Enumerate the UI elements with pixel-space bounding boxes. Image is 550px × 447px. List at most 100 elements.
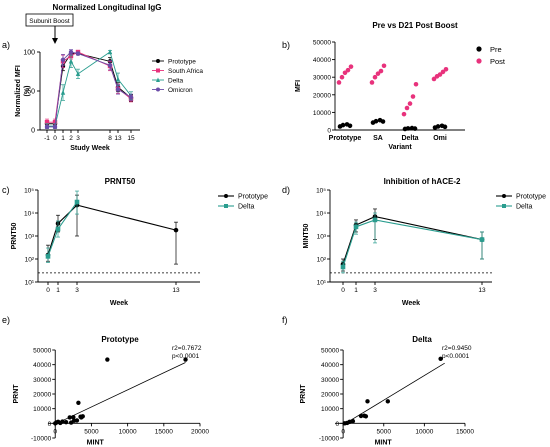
chart-b-post-point [342, 70, 348, 76]
chart-b-pre-legend-label: Pre [490, 45, 502, 54]
chart-e-xtick-label: 5000 [84, 428, 99, 435]
chart-b-ytick-label: 40000 [313, 57, 331, 64]
chart-e-stat: r2=0.7672 [172, 345, 202, 352]
chart-e-fit-line [55, 362, 186, 425]
chart-d-ytick-label: 10² [317, 257, 327, 264]
chart-a-ytick-label: 0 [31, 128, 35, 135]
chart-e-ytick-label: -10000 [31, 436, 52, 443]
chart-a-prototype-legend-label: Prototype [168, 59, 196, 66]
chart-a-omicron-line [47, 51, 132, 128]
chart-a-omicron-point [44, 124, 50, 130]
chart-c-xtick-label: 0 [46, 287, 50, 294]
chart-f-ytick-label: 20000 [321, 392, 339, 399]
chart-c-delta-line [47, 201, 78, 257]
chart-d-xtick-label: 0 [341, 287, 345, 294]
chart-b-pre-point [373, 118, 379, 124]
chart-e-xtick-label: 0 [53, 428, 57, 435]
chart-d-title: Inhibition of hACE-2 [384, 177, 461, 186]
chart-f-ytick-label: -10000 [319, 436, 340, 443]
chart-a-omicron-point [52, 124, 58, 130]
chart-e-point [105, 357, 110, 362]
chart-b-pre-legend-marker [476, 46, 482, 52]
chart-e-point [60, 419, 65, 424]
chart-b-post-point [336, 80, 342, 85]
chart-b-post-point [407, 101, 413, 106]
chart-c-prototype-legend-label: Prototype [238, 194, 268, 201]
chart-f-ytick-label: 40000 [321, 362, 339, 369]
panel-label-f: f) [282, 315, 288, 325]
chart-b-post-point [431, 76, 437, 82]
chart-d-prototype-line [342, 215, 483, 265]
chart-a-prototype-legend-marker [156, 59, 160, 63]
chart-f-xtick-label: 5000 [377, 428, 392, 435]
chart-a-delta-point [75, 71, 81, 77]
chart-a-ylabel-unit: (%) [24, 86, 31, 97]
chart-a-xtick-label: 15 [127, 135, 135, 142]
chart-a-annotation-arrowhead [52, 38, 58, 44]
chart-c-delta-legend-marker [224, 204, 228, 208]
chart-f-ytick-label: 10000 [321, 406, 339, 413]
chart-e-point [76, 400, 81, 405]
chart-b-post-point [410, 94, 416, 99]
chart-b-pre-point [380, 119, 386, 124]
chart-f-point [438, 356, 443, 361]
chart-e-title: Prototype [101, 335, 139, 344]
chart-a-south-africa-legend-marker [156, 68, 160, 73]
chart-f-xtick-label: 0 [341, 428, 345, 435]
chart-b-post-point [345, 67, 351, 73]
chart-a-annotation: Subunit Boost [29, 18, 70, 25]
chart-d-delta-point [353, 224, 359, 230]
panel-label-a: a) [2, 40, 10, 50]
chart-f-xtick-label: 10000 [415, 428, 433, 435]
chart-b-ytick-label: 20000 [313, 92, 331, 99]
chart-b-xtick-label: Prototype [329, 135, 362, 142]
chart-d-prototype-legend-marker [502, 194, 506, 198]
chart-e-xlabel: MINT [87, 439, 105, 446]
chart-f-ytick-label: 30000 [321, 377, 339, 384]
chart-c-ytick-label: 10⁴ [24, 211, 34, 218]
chart-b-post-legend-marker [476, 58, 482, 64]
chart-d-xlabel: Week [402, 300, 420, 307]
chart-e-ytick-label: 50000 [33, 348, 51, 355]
chart-c-delta-legend-label: Delta [238, 204, 254, 211]
chart-e-ytick-label: 0 [48, 421, 52, 428]
chart-c-ytick-label: 10³ [25, 234, 35, 241]
chart-b-ylabel: MFI [295, 80, 302, 92]
chart-a-xtick-label: 1 [61, 135, 65, 142]
chart-f-ytick-label: 0 [336, 421, 340, 428]
chart-b-pre-point [442, 124, 448, 130]
chart-a-delta-point [107, 49, 113, 55]
chart-a-delta-point [68, 58, 74, 64]
chart-a-omicron-point [60, 57, 66, 62]
chart-a-xtick-label: 8 [108, 135, 112, 142]
chart-c-delta-point [55, 226, 61, 232]
chart-b-pre-point [340, 122, 346, 128]
panel-label-d: d) [282, 185, 290, 195]
chart-d-delta-point [372, 217, 378, 223]
chart-a-xlabel: Study Week [70, 145, 110, 152]
chart-b-post-point [404, 105, 410, 111]
chart-a-south-africa-point [52, 120, 58, 125]
chart-a-delta-line [47, 51, 132, 127]
chart-b-pre-point [347, 123, 353, 129]
chart-b-xtick-label: SA [373, 135, 383, 142]
chart-a-omicron-point [75, 51, 81, 56]
chart-d-ylabel: MINT50 [303, 223, 310, 248]
chart-f-point [385, 399, 391, 404]
chart-b-post-point [440, 69, 446, 75]
chart-a-omicron-legend-marker [156, 87, 160, 92]
chart-c-xtick-label: 13 [172, 287, 180, 294]
chart-e-ytick-label: 30000 [33, 377, 51, 384]
chart-a-omicron-point [128, 95, 134, 100]
chart-a-omicron-point [115, 87, 121, 92]
chart-e-xtick-label: 10000 [119, 428, 137, 435]
chart-d-ytick-label: 10⁴ [316, 211, 326, 218]
chart-f-xlabel: MINT [375, 439, 393, 446]
chart-c-delta-point [74, 199, 80, 205]
chart-b-post-point [378, 68, 384, 74]
chart-e-point [67, 415, 72, 420]
chart-f-ylabel: PRNT [300, 384, 307, 404]
chart-d-xtick-label: 3 [373, 287, 377, 294]
chart-a-omicron-point [107, 63, 113, 68]
